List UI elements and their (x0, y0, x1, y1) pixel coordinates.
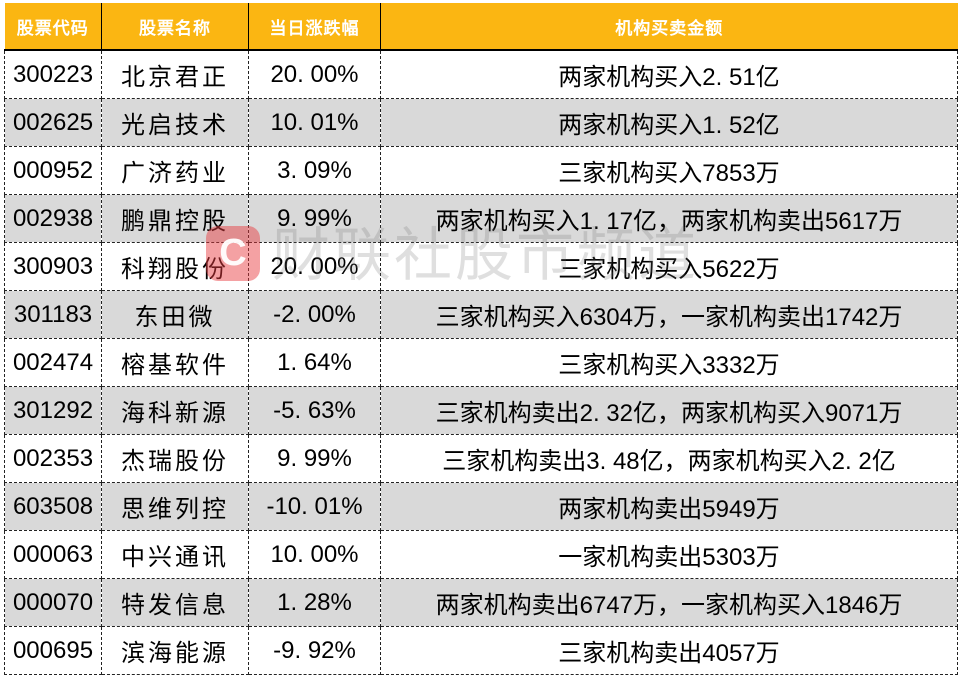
table-row: 300223 北京君正 20. 00% 两家机构买入2. 51亿 (4, 49, 958, 99)
cell-name: 鹏鼎控股 (101, 194, 249, 243)
cell-change: 1. 64% (248, 338, 381, 387)
cell-name: 特发信息 (101, 578, 249, 627)
cell-change: -9. 92% (248, 626, 381, 675)
table-row: 301292 海科新源 -5. 63% 三家机构卖出2. 32亿，两家机构买入9071… (4, 386, 958, 435)
cell-name: 东田微 (101, 290, 249, 339)
header-row: 股票代码 股票名称 当日涨跌幅 机构买卖金额 (4, 3, 958, 51)
column-header-code: 股票代码 (4, 3, 102, 51)
cell-code: 002353 (4, 434, 102, 483)
cell-code: 300223 (4, 49, 102, 99)
cell-name: 中兴通讯 (101, 530, 249, 579)
cell-name: 光启技术 (101, 98, 249, 147)
cell-code: 002625 (4, 98, 102, 147)
table-row: 002938 鹏鼎控股 9. 99% 两家机构买入1. 17亿，两家机构卖出5617万 (4, 194, 958, 243)
table-row: 002474 榕基软件 1. 64% 三家机构买入3332万 (4, 338, 958, 387)
cell-name: 科翔股份 (101, 242, 249, 291)
cell-amount: 三家机构卖出3. 48亿，两家机构买入2. 2亿 (380, 434, 958, 483)
cell-code: 603508 (4, 482, 102, 531)
cell-code: 000063 (4, 530, 102, 579)
cell-code: 300903 (4, 242, 102, 291)
cell-name: 北京君正 (101, 49, 249, 99)
cell-name: 广济药业 (101, 146, 249, 195)
cell-amount: 三家机构买入3332万 (380, 338, 958, 387)
table-row: 301183 东田微 -2. 00% 三家机构买入6304万，一家机构卖出1742万 (4, 290, 958, 339)
cell-amount: 三家机构买入5622万 (380, 242, 958, 291)
table-row: 603508 思维列控 -10. 01% 两家机构卖出5949万 (4, 482, 958, 531)
cell-amount: 三家机构卖出2. 32亿，两家机构买入9071万 (380, 386, 958, 435)
table-header: 股票代码 股票名称 当日涨跌幅 机构买卖金额 (4, 3, 958, 51)
cell-amount: 三家机构卖出4057万 (380, 626, 958, 675)
cell-code: 002474 (4, 338, 102, 387)
cell-amount: 两家机构买入1. 52亿 (380, 98, 958, 147)
cell-amount: 两家机构卖出6747万，一家机构买入1846万 (380, 578, 958, 627)
cell-change: 3. 09% (248, 146, 381, 195)
cell-change: -10. 01% (248, 482, 381, 531)
cell-name: 海科新源 (101, 386, 249, 435)
cell-code: 000952 (4, 146, 102, 195)
cell-change: 10. 01% (248, 98, 381, 147)
table-body: 300223 北京君正 20. 00% 两家机构买入2. 51亿 002625 光启技术 1… (4, 49, 958, 675)
cell-amount: 两家机构买入2. 51亿 (380, 49, 958, 99)
table-row: 000063 中兴通讯 10. 00% 一家机构卖出5303万 (4, 530, 958, 579)
cell-name: 榕基软件 (101, 338, 249, 387)
cell-change: 20. 00% (248, 242, 381, 291)
cell-code: 301292 (4, 386, 102, 435)
table-row: 002625 光启技术 10. 01% 两家机构买入1. 52亿 (4, 98, 958, 147)
table-row: 000070 特发信息 1. 28% 两家机构卖出6747万，一家机构买入1846万 (4, 578, 958, 627)
cell-change: -2. 00% (248, 290, 381, 339)
cell-change: 9. 99% (248, 434, 381, 483)
cell-amount: 两家机构买入1. 17亿，两家机构卖出5617万 (380, 194, 958, 243)
table-row: 002353 杰瑞股份 9. 99% 三家机构卖出3. 48亿，两家机构买入2. 2亿 (4, 434, 958, 483)
cell-amount: 一家机构卖出5303万 (380, 530, 958, 579)
table-row: 000952 广济药业 3. 09% 三家机构买入7853万 (4, 146, 958, 195)
cell-change: -5. 63% (248, 386, 381, 435)
table-row: 300903 科翔股份 20. 00% 三家机构买入5622万 (4, 242, 958, 291)
column-header-change: 当日涨跌幅 (248, 3, 381, 51)
cell-amount: 三家机构买入6304万，一家机构卖出1742万 (380, 290, 958, 339)
cell-amount: 三家机构买入7853万 (380, 146, 958, 195)
cell-change: 1. 28% (248, 578, 381, 627)
table-row: 000695 滨海能源 -9. 92% 三家机构卖出4057万 (4, 626, 958, 675)
institution-trading-table-wrap: 股票代码 股票名称 当日涨跌幅 机构买卖金额 300223 北京君正 20. 00% 两家机… (4, 3, 958, 675)
cell-name: 杰瑞股份 (101, 434, 249, 483)
cell-code: 000070 (4, 578, 102, 627)
cell-code: 000695 (4, 626, 102, 675)
cell-amount: 两家机构卖出5949万 (380, 482, 958, 531)
institution-trading-table: 股票代码 股票名称 当日涨跌幅 机构买卖金额 300223 北京君正 20. 00% 两家机… (4, 3, 958, 675)
cell-change: 20. 00% (248, 49, 381, 99)
cell-name: 思维列控 (101, 482, 249, 531)
cell-name: 滨海能源 (101, 626, 249, 675)
cell-change: 10. 00% (248, 530, 381, 579)
column-header-name: 股票名称 (101, 3, 249, 51)
cell-code: 301183 (4, 290, 102, 339)
cell-change: 9. 99% (248, 194, 381, 243)
column-header-amount: 机构买卖金额 (380, 3, 958, 51)
cell-code: 002938 (4, 194, 102, 243)
